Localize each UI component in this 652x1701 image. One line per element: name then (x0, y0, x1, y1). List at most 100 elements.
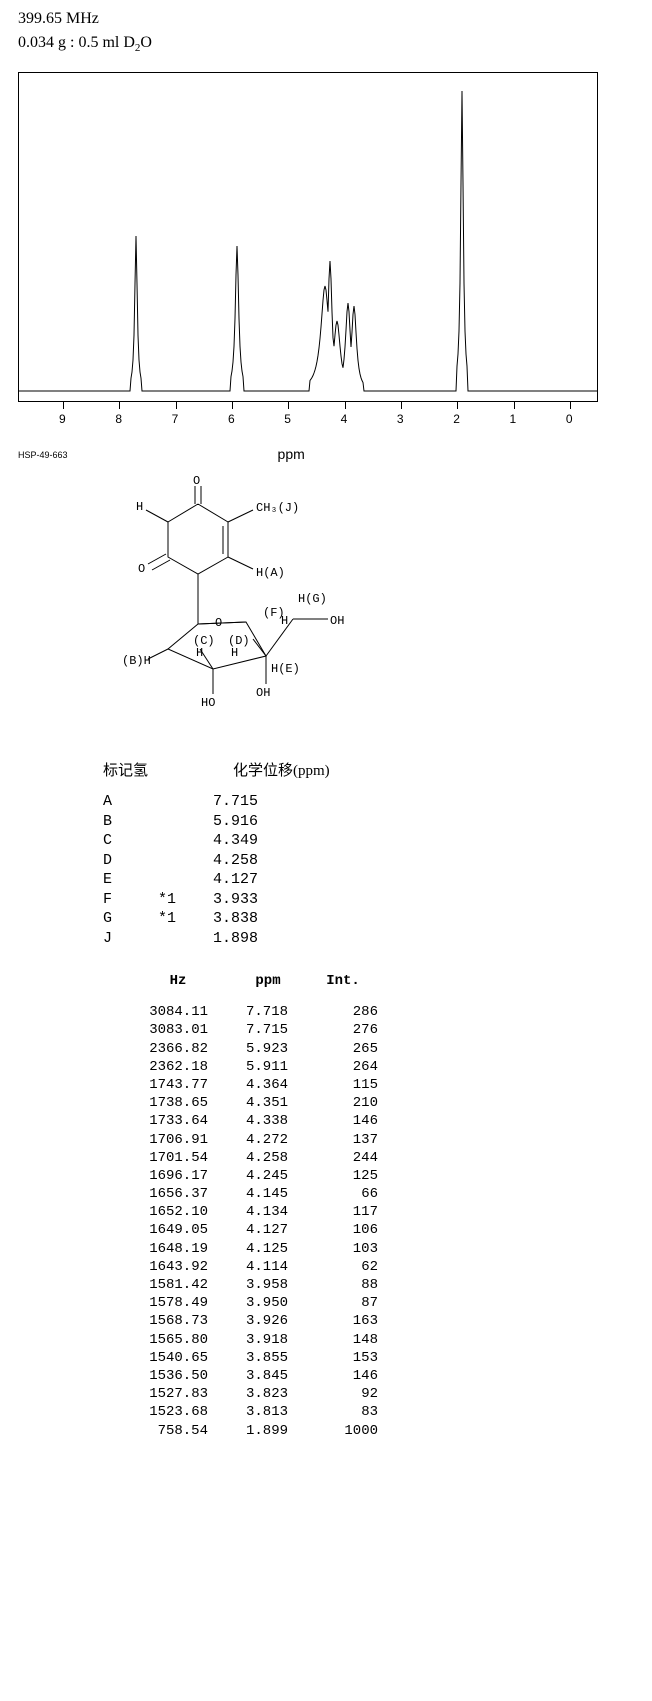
peak-ppm: 3.855 (228, 1349, 308, 1367)
peak-hz: 1536.50 (128, 1367, 228, 1385)
structure-Hbar: H (281, 614, 288, 628)
xtick-label: 1 (510, 412, 517, 426)
peak-ppm: 3.823 (228, 1385, 308, 1403)
peak-row: 1649.054.127106 (128, 1221, 634, 1239)
shift-row: E4.127 (103, 870, 634, 890)
xtick-label: 8 (115, 412, 122, 426)
shift-row: C4.349 (103, 831, 634, 851)
peak-hz: 1565.80 (128, 1331, 228, 1349)
structure-Hd: H (231, 646, 238, 660)
peak-hz: 1652.10 (128, 1203, 228, 1221)
structure-O-left: O (138, 562, 145, 576)
shift-label: B (103, 812, 158, 832)
structure-BH: (B)H (122, 654, 151, 668)
peak-hz: 1706.91 (128, 1131, 228, 1149)
peak-header-int: Int. (308, 973, 378, 989)
peak-ppm: 4.245 (228, 1167, 308, 1185)
structure-OH-r: OH (330, 614, 344, 628)
peak-ppm: 5.923 (228, 1040, 308, 1058)
peak-int: 87 (308, 1294, 378, 1312)
peak-hz: 1701.54 (128, 1149, 228, 1167)
shift-value: 3.933 (213, 890, 293, 910)
peak-hz: 1733.64 (128, 1112, 228, 1130)
peak-ppm: 5.911 (228, 1058, 308, 1076)
xtick-label: 2 (453, 412, 460, 426)
peak-int: 115 (308, 1076, 378, 1094)
structure-ch3j: CH₃(J) (256, 501, 299, 515)
peak-row: 1643.924.11462 (128, 1258, 634, 1276)
peak-row: 1523.683.81383 (128, 1403, 634, 1421)
sample-prefix: 0.034 g : 0.5 ml D (18, 34, 135, 51)
sample-suffix: O (140, 34, 152, 51)
structure-HG: H(G) (298, 592, 327, 606)
peak-hz: 1738.65 (128, 1094, 228, 1112)
shift-mark: *1 (158, 909, 213, 929)
peak-int: 146 (308, 1112, 378, 1130)
shift-value: 5.916 (213, 812, 293, 832)
shift-row: A7.715 (103, 792, 634, 812)
structure-HO: HO (201, 696, 215, 710)
sample-text: 0.034 g : 0.5 ml D2O (18, 34, 634, 54)
shift-row: F*13.933 (103, 890, 634, 910)
peak-int: 62 (308, 1258, 378, 1276)
xtick-label: 5 (284, 412, 291, 426)
xtick-label: 6 (228, 412, 235, 426)
ppm-axis-label: ppm (278, 446, 305, 462)
peak-row: 1578.493.95087 (128, 1294, 634, 1312)
molecular-structure: O H O CH₃(J) H(A) H(G) (F) H OH (C) (D) … (98, 474, 634, 749)
peak-row: 2362.185.911264 (128, 1058, 634, 1076)
peak-row: 1581.423.95888 (128, 1276, 634, 1294)
peak-header-hz: Hz (128, 973, 228, 989)
shift-header-right: 化学位移(ppm) (233, 759, 330, 780)
peak-ppm: 3.918 (228, 1331, 308, 1349)
peak-header-ppm: ppm (228, 973, 308, 989)
peak-int: 163 (308, 1312, 378, 1330)
peak-row: 1540.653.855153 (128, 1349, 634, 1367)
shift-row: D4.258 (103, 851, 634, 871)
shift-mark (158, 870, 213, 890)
shift-mark (158, 929, 213, 949)
peak-ppm: 3.813 (228, 1403, 308, 1421)
peak-ppm: 4.351 (228, 1094, 308, 1112)
chemical-shift-table: 标记氢 化学位移(ppm) A7.715B5.916C4.349D4.258E4… (103, 759, 634, 948)
peak-int: 125 (308, 1167, 378, 1185)
shift-value: 3.838 (213, 909, 293, 929)
peak-int: 137 (308, 1131, 378, 1149)
peak-ppm: 4.134 (228, 1203, 308, 1221)
peak-int: 103 (308, 1240, 378, 1258)
peak-hz: 1743.77 (128, 1076, 228, 1094)
shift-label: F (103, 890, 158, 910)
peak-row: 758.541.8991000 (128, 1422, 634, 1440)
peak-hz: 3083.01 (128, 1021, 228, 1039)
peak-int: 265 (308, 1040, 378, 1058)
axis-ticks: 9876543210 (18, 402, 598, 442)
spectrum-code: HSP-49-663 (18, 450, 68, 462)
peak-int: 83 (308, 1403, 378, 1421)
peak-int: 286 (308, 1003, 378, 1021)
peak-ppm: 4.114 (228, 1258, 308, 1276)
peak-int: 244 (308, 1149, 378, 1167)
peak-ppm: 7.718 (228, 1003, 308, 1021)
structure-svg: O H O CH₃(J) H(A) H(G) (F) H OH (C) (D) … (98, 474, 418, 744)
peak-ppm: 1.899 (228, 1422, 308, 1440)
peak-int: 92 (308, 1385, 378, 1403)
peak-row: 1565.803.918148 (128, 1331, 634, 1349)
shift-label: G (103, 909, 158, 929)
peak-int: 106 (308, 1221, 378, 1239)
shift-label: J (103, 929, 158, 949)
peak-int: 276 (308, 1021, 378, 1039)
xtick-label: 0 (566, 412, 573, 426)
peak-hz: 1649.05 (128, 1221, 228, 1239)
peak-hz: 1696.17 (128, 1167, 228, 1185)
peak-int: 210 (308, 1094, 378, 1112)
shift-row: B 5.916 (103, 812, 634, 832)
spectrum-container: 9876543210 (18, 72, 598, 442)
peak-ppm: 4.364 (228, 1076, 308, 1094)
peak-hz: 2362.18 (128, 1058, 228, 1076)
shift-label: A (103, 792, 158, 812)
peak-int: 1000 (308, 1422, 378, 1440)
freq-text: 399.65 MHz (18, 10, 634, 28)
peak-int: 153 (308, 1349, 378, 1367)
xtick-label: 4 (341, 412, 348, 426)
structure-OH-b: OH (256, 686, 270, 700)
